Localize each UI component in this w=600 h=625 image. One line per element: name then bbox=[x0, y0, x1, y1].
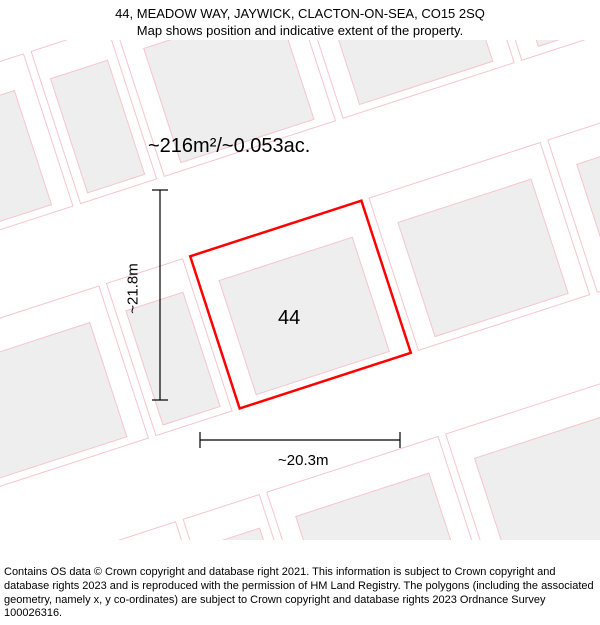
plot-number-label: 44 bbox=[278, 307, 300, 330]
copyright-footer: Contains OS data © Crown copyright and d… bbox=[4, 566, 596, 621]
width-dimension-label: ~20.3m bbox=[278, 452, 328, 469]
area-label: ~216m²/~0.053ac. bbox=[148, 135, 310, 158]
map-area: ~216m²/~0.053ac. 44 ~21.8m ~20.3m bbox=[0, 40, 600, 540]
page-root: 44, MEADOW WAY, JAYWICK, CLACTON-ON-SEA,… bbox=[0, 0, 600, 625]
height-dimension-label: ~21.8m bbox=[125, 263, 142, 313]
map-subtitle: Map shows position and indicative extent… bbox=[0, 23, 600, 38]
header: 44, MEADOW WAY, JAYWICK, CLACTON-ON-SEA,… bbox=[0, 0, 600, 38]
address-title: 44, MEADOW WAY, JAYWICK, CLACTON-ON-SEA,… bbox=[0, 6, 600, 21]
